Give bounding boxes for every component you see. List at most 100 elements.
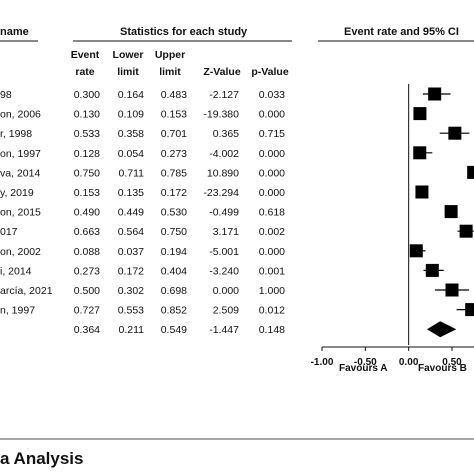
p-value-cell: 0.002 <box>259 226 285 238</box>
lower-limit-column-header: Lower <box>113 49 144 61</box>
study-marker <box>459 224 473 238</box>
study-marker <box>448 126 462 140</box>
x-tick-label: -1.00 <box>311 357 334 368</box>
lower-limit-cell: 0.564 <box>118 226 144 238</box>
study-name-cell: on, 2006 <box>0 109 41 121</box>
upper-limit-cell: 0.194 <box>161 246 187 258</box>
z-value-cell: 3.171 <box>213 226 239 238</box>
study-name-cell: 98 <box>0 89 12 101</box>
x-axis: -1.00 -0.50 0.00 0.50 <box>311 346 474 368</box>
event-rate-cell: 0.490 <box>74 207 100 219</box>
z-value-cell: -4.002 <box>209 148 239 160</box>
upper-limit-cell: 0.701 <box>161 128 187 140</box>
upper-limit-cell: 0.404 <box>161 265 187 277</box>
study-name-header: name <box>0 26 29 38</box>
study-marker <box>413 107 427 121</box>
z-value-cell: -0.499 <box>209 207 239 219</box>
upper-limit-cell: 0.172 <box>161 187 187 199</box>
p-value-column-header: p-Value <box>251 66 289 78</box>
event-rate-cell: 0.750 <box>74 167 100 179</box>
event-rate-cell: 0.663 <box>74 226 100 238</box>
z-value-cell: -19.380 <box>203 109 239 121</box>
event-rate-column-header: rate <box>75 66 94 78</box>
event-rate-cell: 0.300 <box>74 89 100 101</box>
z-value-cell: -5.001 <box>209 246 239 258</box>
event-rate-cell: 0.727 <box>74 305 100 317</box>
event-rate-cell: 0.153 <box>74 187 100 199</box>
z-value-cell: -3.240 <box>209 265 239 277</box>
upper-limit-column-header: Upper <box>155 49 185 61</box>
z-value-cell: -2.127 <box>209 89 239 101</box>
study-name-cell: 017 <box>0 226 18 238</box>
study-name-cell: i, 2014 <box>0 265 32 277</box>
event-rate-cell: 0.130 <box>74 109 100 121</box>
upper-limit-cell: 0.785 <box>161 167 187 179</box>
p-value-cell: 0.000 <box>259 187 285 199</box>
event-rate-cell: 0.364 <box>74 324 100 336</box>
x-tick-label: 0.00 <box>399 357 419 368</box>
study-name-cell: on, 2002 <box>0 246 41 258</box>
upper-limit-cell: 0.698 <box>161 285 187 297</box>
upper-limit-column-header: limit <box>159 66 181 78</box>
lower-limit-cell: 0.553 <box>118 305 144 317</box>
study-marker <box>467 165 474 179</box>
summary-diamond <box>426 321 457 338</box>
lower-limit-cell: 0.037 <box>118 246 144 258</box>
z-value-cell: 0.000 <box>213 285 239 297</box>
upper-limit-cell: 0.483 <box>161 89 187 101</box>
z-value-cell: 10.890 <box>207 167 239 179</box>
x-tick-label: 0.50 <box>442 357 462 368</box>
upper-limit-cell: 0.750 <box>161 226 187 238</box>
p-value-cell: 0.033 <box>259 89 285 101</box>
z-value-column-header: Z-Value <box>203 66 241 78</box>
event-rate-column-header: Event <box>71 49 100 61</box>
lower-limit-cell: 0.135 <box>118 187 144 199</box>
lower-limit-column-header: limit <box>117 66 139 78</box>
study-marker <box>409 244 423 258</box>
z-value-cell: -1.447 <box>209 324 239 336</box>
study-marker <box>415 185 429 199</box>
p-value-cell: 0.012 <box>259 305 285 317</box>
lower-limit-cell: 0.711 <box>119 167 145 179</box>
study-name-cell: n, 1997 <box>0 305 35 317</box>
event-rate-ci-header: Event rate and 95% CI <box>344 26 459 38</box>
p-value-cell: 0.618 <box>259 207 285 219</box>
p-value-cell: 0.000 <box>259 109 285 121</box>
lower-limit-cell: 0.358 <box>118 128 144 140</box>
lower-limit-cell: 0.164 <box>118 89 144 101</box>
study-name-cell: on, 1997 <box>0 148 41 160</box>
z-value-cell: 2.509 <box>213 305 239 317</box>
study-marker <box>445 283 459 297</box>
p-value-cell: 1.000 <box>259 285 285 297</box>
p-value-cell: 0.000 <box>259 148 285 160</box>
upper-limit-cell: 0.153 <box>161 109 187 121</box>
upper-limit-cell: 0.273 <box>161 148 187 160</box>
p-value-cell: 0.000 <box>259 246 285 258</box>
study-marker <box>428 87 442 101</box>
favours-a-label: Favours A <box>339 363 388 374</box>
study-name-cell: r, 1998 <box>0 128 32 140</box>
p-value-cell: 0.715 <box>259 128 285 140</box>
statistics-table: 98 0.300 0.164 0.483 -2.127 0.033 on, 2006 0.13… <box>0 89 285 336</box>
study-name-cell: va, 2014 <box>0 167 40 179</box>
statistics-header: Statistics for each study <box>120 26 248 38</box>
column-headers: Event rate Lower limit Upper limit Z-Value p-Va… <box>71 49 289 78</box>
study-name-cell: y, 2019 <box>0 187 34 199</box>
study-marker <box>465 303 474 317</box>
event-rate-cell: 0.273 <box>74 265 100 277</box>
p-value-cell: 0.148 <box>259 324 285 336</box>
lower-limit-cell: 0.211 <box>119 324 145 336</box>
x-tick-label: -0.50 <box>354 357 377 368</box>
study-name-cell: arcía, 2021 <box>0 285 53 297</box>
study-marker <box>444 205 458 219</box>
study-marker <box>425 263 439 277</box>
lower-limit-cell: 0.054 <box>118 148 144 160</box>
upper-limit-cell: 0.852 <box>161 305 187 317</box>
upper-limit-cell: 0.549 <box>161 324 187 336</box>
study-marker <box>413 146 427 160</box>
lower-limit-cell: 0.172 <box>118 265 144 277</box>
lower-limit-cell: 0.109 <box>118 109 144 121</box>
favours-b-label: Favours B <box>418 363 467 374</box>
figure-caption: a Analysis <box>0 449 84 468</box>
